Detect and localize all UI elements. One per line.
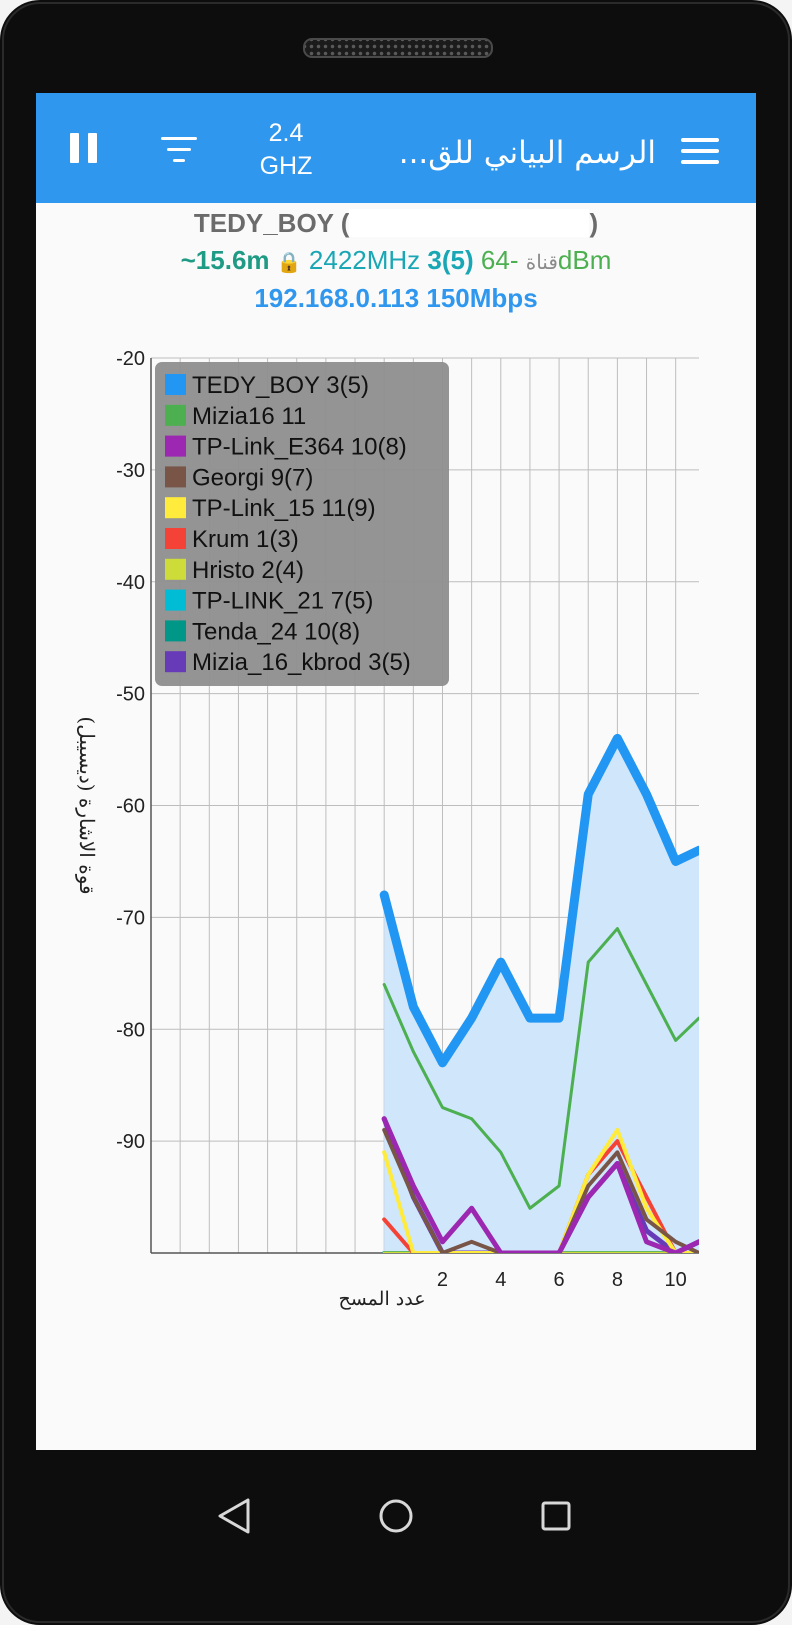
x-tick-label: 4	[495, 1269, 506, 1291]
x-tick-label: 8	[612, 1269, 623, 1291]
legend-entry: Hristo 2(4)	[192, 557, 304, 584]
legend-swatch	[165, 651, 186, 673]
x-tick-label: 6	[554, 1269, 565, 1291]
band-value: 2.4	[268, 119, 304, 147]
legend-entry: TEDY_BOY 3(5)	[192, 372, 369, 399]
redacted-mac-address	[349, 209, 590, 237]
ip-and-link-speed: 192.168.0.113 150Mbps	[254, 283, 538, 313]
series-line	[382, 1127, 699, 1253]
legend-entry: TP-Link_15 11(9)	[192, 495, 376, 522]
connection-details: ~15.6m 🔒 2422MHz 3(5) قناة -64dBm	[36, 240, 756, 280]
chart-legend: TEDY_BOY 3(5) Mizia16 11 TP-Link_E364 10(8…	[155, 362, 449, 686]
series-line	[379, 733, 699, 1068]
y-tick-label: -30	[116, 460, 145, 482]
series-line	[382, 1139, 699, 1253]
series-area-fill	[384, 738, 699, 1253]
legend-entry: Krum 1(3)	[192, 526, 299, 553]
x-tick-label: 2	[437, 1269, 448, 1291]
earpiece-speaker	[303, 38, 493, 58]
legend-background	[155, 362, 449, 686]
y-tick-label: -40	[116, 572, 145, 594]
legend-entry: TP-LINK_21 7(5)	[192, 588, 373, 615]
signal-graph: -20 -30 -40 -50 -60 -70 -80 -90 2 4 6 8 10 قوة الاشار…	[75, 348, 699, 1310]
y-tick-label: -20	[116, 348, 145, 370]
band-selector-button[interactable]: 2.4 GHZ	[246, 117, 326, 183]
ssid-text: TEDY_BOY	[193, 208, 334, 238]
page-title: الرسم البياني للق...	[398, 135, 656, 171]
filter-icon[interactable]	[161, 133, 203, 167]
signal-strength-value: -64dBm	[480, 245, 612, 275]
y-axis-label: قوة الاشارة (ديسيبل)	[75, 716, 99, 894]
back-triangle-icon[interactable]	[206, 1486, 266, 1546]
app-screen: 2.4 GHZ الرسم البياني للق... TEDY_BOY ()…	[36, 93, 756, 1450]
frequency-value: 2422MHz	[308, 245, 421, 275]
home-circle-icon[interactable]	[366, 1486, 426, 1546]
x-tick-label: 10	[665, 1269, 687, 1291]
recents-square-icon[interactable]	[526, 1486, 586, 1546]
x-axis-label: عدد المسح	[338, 1288, 425, 1310]
legend-entry: Mizia16 11	[192, 403, 306, 430]
legend-swatch	[165, 558, 186, 580]
series-line	[382, 1127, 699, 1253]
series-line	[381, 1116, 699, 1253]
legend-swatch	[165, 589, 186, 611]
legend-swatch	[165, 435, 186, 457]
legend-swatch	[165, 374, 186, 395]
channel-label: قناة	[525, 252, 558, 274]
legend-entry: Georgi 9(7)	[192, 464, 313, 491]
app-bar: 2.4 GHZ الرسم البياني للق...	[36, 93, 756, 203]
legend-entry: Tenda_24 10(8)	[192, 618, 360, 645]
legend-swatch	[165, 404, 186, 426]
legend-swatch	[165, 466, 186, 488]
channel-value: 3(5)	[427, 245, 474, 275]
y-tick-label: -50	[116, 684, 145, 706]
y-tick-label: -60	[116, 796, 145, 818]
pause-icon[interactable]	[66, 133, 100, 169]
series-group	[379, 733, 699, 1253]
lock-icon: 🔒	[276, 252, 302, 274]
legend-swatch	[165, 497, 186, 519]
legend-swatch	[165, 620, 186, 642]
band-unit: GHZ	[259, 152, 313, 180]
y-tick-label: -90	[116, 1131, 145, 1153]
legend-entry: TP-Link_E364 10(8)	[192, 434, 407, 461]
paren-open: (	[340, 208, 350, 238]
y-tick-label: -70	[116, 907, 145, 929]
connected-network-name: TEDY_BOY ()	[36, 203, 756, 243]
legend-entry: Mizia_16_kbrod 3(5)	[192, 649, 411, 676]
distance-value: ~15.6m	[180, 245, 270, 275]
paren-close: )	[589, 208, 599, 238]
hamburger-menu-icon[interactable]	[681, 136, 721, 168]
y-tick-label: -80	[116, 1019, 145, 1041]
series-line	[382, 927, 699, 1210]
legend-swatch	[165, 528, 186, 549]
android-nav-bar	[36, 1450, 756, 1590]
